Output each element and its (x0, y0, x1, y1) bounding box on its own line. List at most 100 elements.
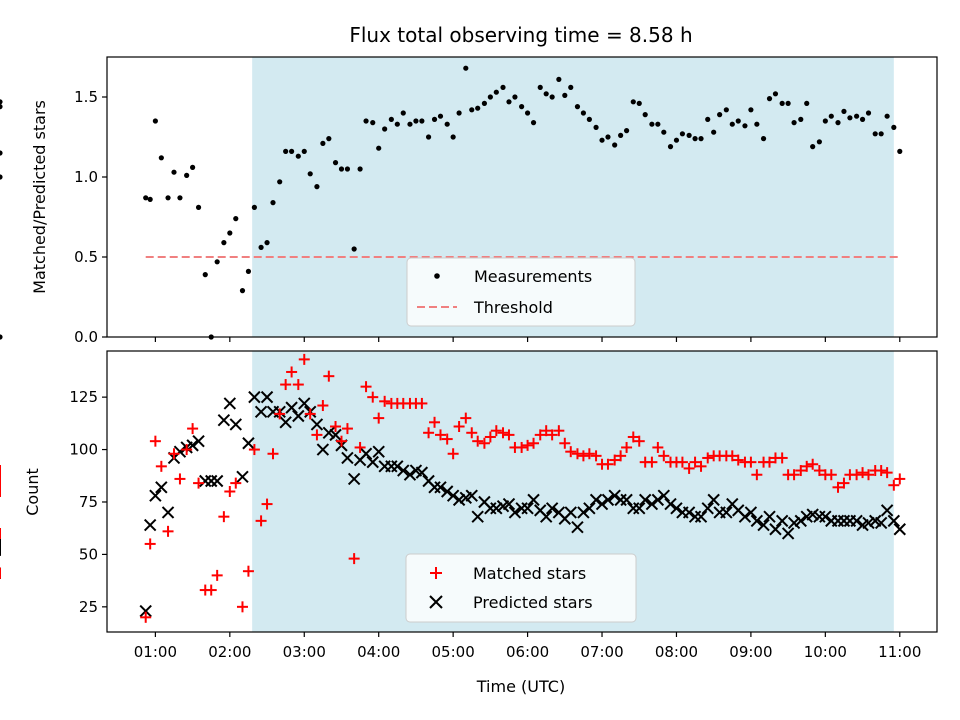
predicted-star-point (571, 520, 584, 534)
measurement-point (184, 172, 190, 178)
measurement-point (754, 121, 760, 127)
matched-star-point (162, 525, 174, 537)
matched-star-point (732, 454, 744, 466)
matched-star-point (224, 486, 236, 497)
matched-star-point (621, 441, 633, 453)
predicted-star-point (638, 493, 652, 507)
measurement-point (593, 124, 599, 130)
measurement-point (636, 100, 642, 106)
measurement-point (456, 110, 462, 116)
matched-star-point (776, 452, 788, 464)
measurement-point (233, 216, 239, 222)
matched-star-point (187, 423, 199, 435)
measurement-point (692, 136, 698, 142)
predicted-star-point (750, 514, 764, 528)
measurement-point (344, 166, 351, 172)
bottom-legend-box (405, 553, 637, 623)
matched-star-point (627, 431, 639, 443)
matched-star-point (466, 427, 478, 439)
predicted-star-point (589, 493, 603, 507)
matched-star-point (807, 458, 819, 470)
measurement-point (258, 244, 264, 250)
matched-star-point (553, 425, 565, 437)
matched-star-point (490, 425, 502, 437)
measurement-point (878, 131, 884, 137)
measurement-point (289, 148, 295, 154)
predicted-star-point (757, 518, 770, 532)
x-axis-label: Time (UTC) (476, 677, 565, 696)
measurement-point (370, 120, 376, 126)
predicted-star-point (521, 502, 534, 515)
predicted-star-point (242, 437, 255, 450)
predicted-star-point (403, 468, 417, 481)
matched-star-point (168, 448, 180, 460)
top-plot-area (0, 65, 903, 340)
matched-star-point (658, 450, 670, 462)
predicted-star-point (372, 445, 385, 458)
measurement-point (568, 84, 574, 90)
measurement-point (301, 148, 307, 154)
predicted-star-point (310, 418, 324, 431)
predicted-star-point (738, 510, 752, 523)
measurement-point (816, 139, 822, 145)
top-y-tick-label: 1.5 (74, 88, 98, 106)
matched-star-point (702, 452, 714, 464)
matched-star-point (460, 412, 472, 424)
bottom-panel: 25 50 75 100 125 01:00 02:00 03:00 04:00 05:00 06… (0, 350, 938, 696)
predicted-star-point (862, 516, 875, 530)
measurement-point (487, 94, 493, 100)
matched-star-point (140, 611, 152, 623)
measurement-point (673, 137, 680, 143)
predicted-star-point (527, 493, 540, 507)
measurement-point (407, 121, 413, 127)
matched-star-point (683, 462, 695, 474)
measurement-point (221, 240, 227, 246)
matched-star-point (484, 431, 496, 443)
matched-star-point (416, 397, 428, 409)
matched-star-point (888, 479, 900, 491)
predicted-star-point (763, 510, 776, 523)
measurement-point (158, 155, 164, 161)
measurement-point (791, 120, 797, 126)
top-legend: Measurements Threshold (406, 257, 636, 327)
measurement-point (556, 76, 562, 82)
matched-star-point (242, 565, 254, 577)
measurement-point (295, 153, 301, 159)
matched-star-point (373, 412, 385, 424)
predicted-star-point (893, 523, 906, 536)
matched-star-point (330, 420, 342, 432)
matched-star-point (689, 456, 701, 468)
matched-star-point (267, 448, 279, 460)
measurement-point (152, 118, 158, 124)
bottom-y-tick-label: 125 (69, 388, 98, 406)
measurement-point (841, 108, 847, 114)
matched-star-point (193, 477, 205, 489)
predicted-star-point (701, 502, 714, 515)
measurement-point (679, 131, 686, 137)
matched-star-point (522, 439, 534, 451)
measurement-point (431, 116, 438, 122)
measurement-point (599, 137, 605, 143)
matched-star-point (323, 370, 335, 382)
predicted-star-point (539, 510, 553, 523)
measurement-point (0, 104, 3, 110)
measurement-point (835, 120, 841, 126)
measurement-point (686, 132, 692, 138)
matched-star-point (813, 465, 825, 477)
matched-star-point (255, 515, 267, 527)
measurement-point (897, 148, 903, 154)
measurement-point (586, 116, 592, 122)
measurement-point (450, 134, 456, 140)
predicted-star-point (769, 523, 782, 536)
matched-star-point (577, 450, 589, 462)
measurement-point (506, 99, 512, 105)
matched-star-point (447, 448, 459, 460)
predicted-star-point (694, 510, 708, 523)
matched-star-point (646, 456, 658, 468)
measurement-point (748, 107, 754, 113)
measurement-point (543, 91, 549, 97)
matched-star-point (583, 448, 595, 460)
legend-label-matched: Matched stars (473, 564, 586, 583)
matched-star-point (298, 353, 310, 365)
